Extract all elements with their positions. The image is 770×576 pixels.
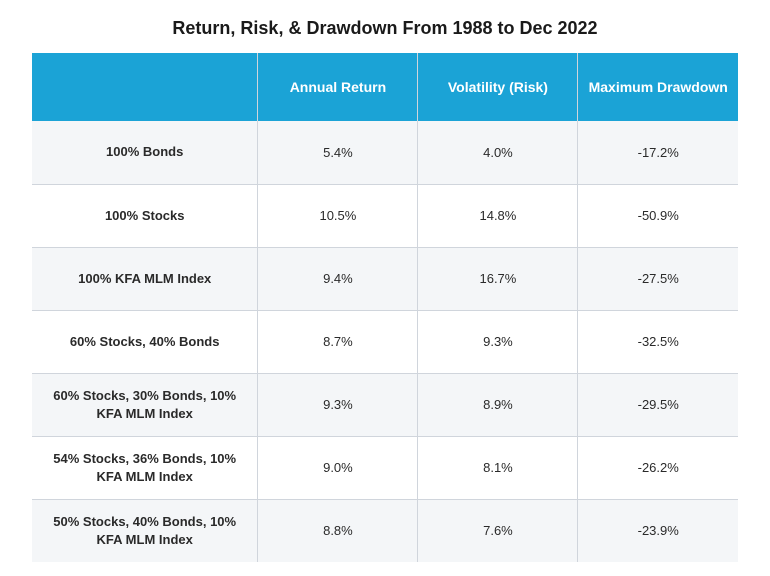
- cell-max-drawdown: -27.5%: [578, 247, 738, 310]
- cell-annual-return: 9.4%: [258, 247, 418, 310]
- header-annual-return: Annual Return: [258, 53, 418, 121]
- table-row: 60% Stocks, 40% Bonds 8.7% 9.3% -32.5%: [32, 310, 738, 373]
- cell-volatility: 4.0%: [418, 121, 578, 184]
- table-row: 100% Bonds 5.4% 4.0% -17.2%: [32, 121, 738, 184]
- cell-annual-return: 10.5%: [258, 184, 418, 247]
- row-label: 60% Stocks, 30% Bonds, 10% KFA MLM Index: [32, 373, 258, 436]
- cell-annual-return: 8.8%: [258, 499, 418, 562]
- cell-annual-return: 9.3%: [258, 373, 418, 436]
- table-row: 60% Stocks, 30% Bonds, 10% KFA MLM Index…: [32, 373, 738, 436]
- cell-annual-return: 5.4%: [258, 121, 418, 184]
- cell-annual-return: 8.7%: [258, 310, 418, 373]
- cell-volatility: 7.6%: [418, 499, 578, 562]
- table-header-row: Annual Return Volatility (Risk) Maximum …: [32, 53, 738, 121]
- cell-volatility: 8.9%: [418, 373, 578, 436]
- table-container: Return, Risk, & Drawdown From 1988 to De…: [0, 0, 770, 572]
- header-max-drawdown: Maximum Drawdown: [578, 53, 738, 121]
- cell-max-drawdown: -32.5%: [578, 310, 738, 373]
- header-blank: [32, 53, 258, 121]
- cell-max-drawdown: -29.5%: [578, 373, 738, 436]
- row-label: 50% Stocks, 40% Bonds, 10% KFA MLM Index: [32, 499, 258, 562]
- cell-max-drawdown: -26.2%: [578, 436, 738, 499]
- row-label: 100% KFA MLM Index: [32, 247, 258, 310]
- cell-volatility: 16.7%: [418, 247, 578, 310]
- row-label: 60% Stocks, 40% Bonds: [32, 310, 258, 373]
- header-volatility: Volatility (Risk): [418, 53, 578, 121]
- row-label: 100% Stocks: [32, 184, 258, 247]
- cell-volatility: 14.8%: [418, 184, 578, 247]
- cell-max-drawdown: -23.9%: [578, 499, 738, 562]
- table-row: 50% Stocks, 40% Bonds, 10% KFA MLM Index…: [32, 499, 738, 562]
- cell-max-drawdown: -50.9%: [578, 184, 738, 247]
- table-row: 100% KFA MLM Index 9.4% 16.7% -27.5%: [32, 247, 738, 310]
- cell-volatility: 8.1%: [418, 436, 578, 499]
- performance-table: Annual Return Volatility (Risk) Maximum …: [32, 53, 738, 562]
- cell-annual-return: 9.0%: [258, 436, 418, 499]
- table-row: 54% Stocks, 36% Bonds, 10% KFA MLM Index…: [32, 436, 738, 499]
- cell-volatility: 9.3%: [418, 310, 578, 373]
- cell-max-drawdown: -17.2%: [578, 121, 738, 184]
- row-label: 100% Bonds: [32, 121, 258, 184]
- table-title: Return, Risk, & Drawdown From 1988 to De…: [32, 18, 738, 39]
- row-label: 54% Stocks, 36% Bonds, 10% KFA MLM Index: [32, 436, 258, 499]
- table-row: 100% Stocks 10.5% 14.8% -50.9%: [32, 184, 738, 247]
